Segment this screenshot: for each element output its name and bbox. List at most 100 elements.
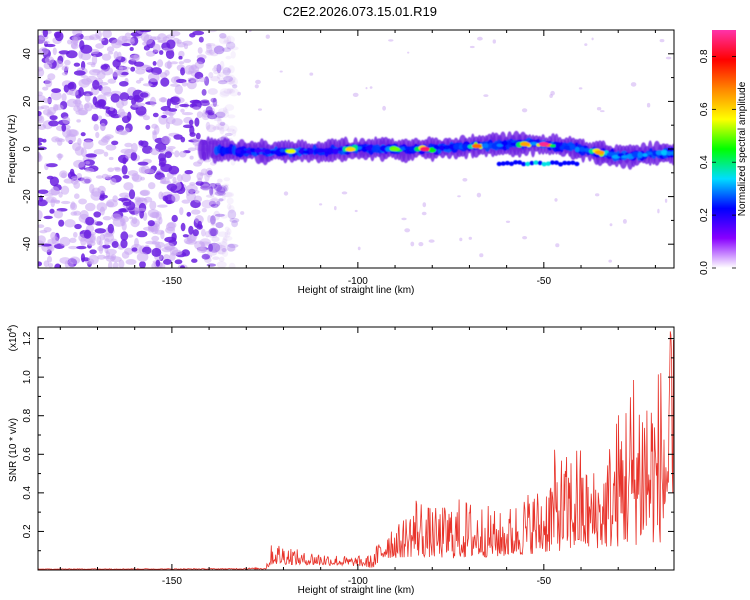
noise-speckle xyxy=(189,155,194,160)
noise-speckle xyxy=(69,168,75,176)
spectrogram-noise-layer xyxy=(38,30,672,268)
band-branch xyxy=(558,162,564,167)
noise-speckle xyxy=(126,37,135,42)
noise-speckle xyxy=(101,173,109,180)
noise-speckle xyxy=(144,168,155,174)
noise-speckle xyxy=(63,84,70,93)
noise-speckle xyxy=(279,70,283,73)
noise-speckle xyxy=(216,185,228,193)
noise-speckle xyxy=(182,124,194,129)
noise-speckle xyxy=(505,220,511,223)
noise-speckle xyxy=(222,183,230,187)
noise-speckle xyxy=(88,254,99,265)
noise-speckle xyxy=(225,128,235,132)
y-tick-label: 40 xyxy=(22,48,33,60)
y-tick-label: 0 xyxy=(22,146,33,152)
noise-speckle xyxy=(225,74,236,85)
noise-speckle xyxy=(67,82,75,90)
noise-speckle xyxy=(59,170,68,178)
noise-speckle xyxy=(128,189,136,200)
noise-speckle xyxy=(223,75,234,83)
noise-speckle xyxy=(213,69,221,75)
colorbar-tick-label: 0.2 xyxy=(699,208,710,222)
noise-speckle xyxy=(76,245,87,250)
noise-speckle xyxy=(219,60,225,71)
noise-speckle xyxy=(428,239,435,243)
noise-speckle xyxy=(119,208,127,213)
noise-speckle xyxy=(220,110,230,118)
noise-speckle xyxy=(47,107,57,115)
noise-speckle xyxy=(158,191,164,200)
noise-speckle xyxy=(133,61,145,67)
noise-speckle xyxy=(81,77,92,85)
noise-speckle xyxy=(143,45,150,51)
noise-speckle xyxy=(97,81,109,86)
band-core xyxy=(555,142,561,149)
band-branch xyxy=(529,160,535,166)
noise-speckle xyxy=(38,261,42,267)
noise-speckle xyxy=(609,223,613,227)
noise-speckle xyxy=(57,153,62,161)
noise-speckle xyxy=(217,231,229,237)
noise-speckle xyxy=(38,66,44,72)
noise-speckle xyxy=(180,67,186,76)
noise-speckle xyxy=(492,39,496,44)
noise-speckle xyxy=(181,112,194,116)
noise-speckle xyxy=(119,215,129,223)
noise-speckle xyxy=(178,61,185,65)
noise-speckle xyxy=(73,159,86,168)
noise-speckle xyxy=(216,244,227,255)
noise-speckle xyxy=(145,125,151,130)
noise-speckle xyxy=(38,36,45,44)
noise-speckle xyxy=(112,59,121,68)
noise-speckle xyxy=(90,48,100,55)
noise-speckle xyxy=(43,40,50,45)
noise-speckle xyxy=(131,104,143,108)
noise-speckle xyxy=(132,174,143,183)
noise-speckle xyxy=(96,202,108,212)
noise-speckle xyxy=(73,231,78,238)
noise-speckle xyxy=(111,213,122,221)
noise-speckle xyxy=(130,152,138,161)
noise-speckle xyxy=(223,177,231,182)
noise-speckle xyxy=(197,47,203,54)
noise-speckle xyxy=(159,262,166,268)
noise-speckle xyxy=(190,79,200,83)
noise-speckle xyxy=(222,235,233,241)
band-core xyxy=(365,145,374,151)
noise-speckle xyxy=(95,175,104,179)
noise-speckle xyxy=(123,182,134,191)
noise-speckle xyxy=(210,76,220,82)
noise-speckle xyxy=(61,65,69,71)
noise-speckle xyxy=(476,192,482,198)
noise-speckle xyxy=(43,260,50,268)
noise-speckle xyxy=(210,220,216,227)
snr-y-axis: 0.2 0.4 0.6 0.8 1.0 1.2 xyxy=(22,331,674,571)
noise-speckle xyxy=(191,106,201,110)
noise-speckle xyxy=(197,246,203,251)
noise-speckle xyxy=(665,56,672,60)
noise-speckle xyxy=(214,182,221,187)
noise-speckle xyxy=(217,118,222,125)
noise-speckle xyxy=(131,142,138,153)
noise-speckle xyxy=(119,111,128,117)
noise-speckle xyxy=(179,150,187,158)
noise-speckle xyxy=(50,186,60,196)
noise-speckle xyxy=(227,125,238,135)
noise-speckle xyxy=(401,217,407,221)
noise-speckle xyxy=(113,51,119,60)
noise-speckle xyxy=(143,34,154,45)
noise-speckle xyxy=(309,72,314,76)
noise-speckle xyxy=(152,61,157,66)
band-core xyxy=(481,143,490,148)
x-tick-label: -100 xyxy=(348,576,368,587)
noise-speckle xyxy=(208,111,214,116)
band-branch xyxy=(533,160,539,165)
noise-speckle xyxy=(591,37,594,41)
noise-speckle xyxy=(120,231,129,241)
noise-speckle xyxy=(283,191,289,196)
noise-speckle xyxy=(219,77,226,83)
noise-speckle xyxy=(223,191,235,198)
noise-speckle xyxy=(70,177,79,185)
band-core xyxy=(316,148,326,153)
